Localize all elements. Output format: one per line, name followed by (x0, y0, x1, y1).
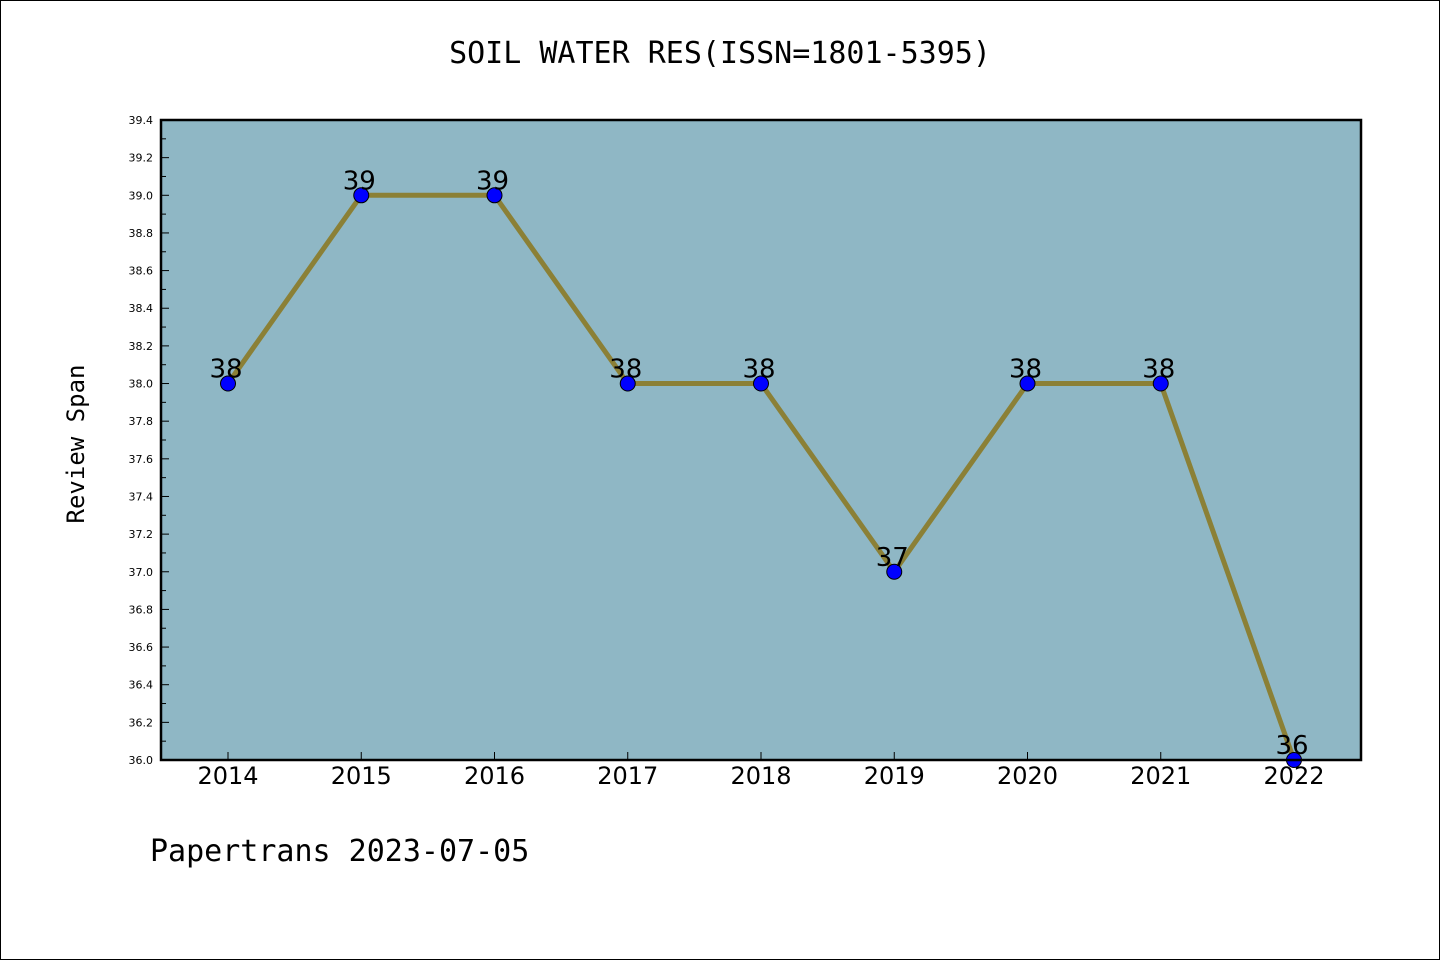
chart-title: SOIL WATER RES(ISSN=1801-5395) (449, 36, 991, 71)
footer-text: Papertrans 2023-07-05 (150, 834, 530, 869)
y-tick-label: 38.4 (129, 302, 154, 315)
data-label: 38 (209, 355, 242, 385)
x-tick-label: 2020 (997, 762, 1058, 790)
data-label: 37 (876, 543, 909, 573)
data-label: 39 (476, 166, 509, 196)
x-tick-label: 2015 (331, 762, 392, 790)
y-tick-label: 37.8 (129, 415, 154, 428)
x-tick-label: 2021 (1130, 762, 1191, 790)
y-tick-label: 37.2 (129, 528, 154, 541)
data-point (753, 375, 769, 392)
plot-border (159, 118, 1363, 762)
data-label: 38 (1142, 355, 1175, 385)
y-tick-label: 36.8 (129, 603, 154, 616)
y-tick-label: 36.2 (129, 716, 154, 729)
data-label: 38 (609, 355, 642, 385)
data-label: 38 (1009, 355, 1042, 385)
data-point (1019, 375, 1036, 392)
data-label: 39 (343, 166, 376, 196)
y-tick-label: 37.4 (129, 490, 154, 503)
data-point (486, 187, 503, 204)
y-tick-label: 38.2 (129, 340, 154, 353)
y-tick-label: 38.0 (129, 378, 154, 391)
data-point (220, 375, 236, 392)
data-label: 38 (742, 355, 775, 385)
y-tick-label: 38.8 (129, 227, 154, 240)
x-tick-label: 2016 (464, 762, 525, 790)
y-tick-label: 39.4 (129, 114, 154, 127)
y-tick-label: 39.0 (129, 189, 154, 202)
y-tick-label: 36.4 (129, 679, 154, 692)
data-label: 36 (1275, 731, 1308, 761)
y-tick-label: 38.6 (129, 265, 154, 278)
y-tick-label: 39.2 (129, 152, 154, 165)
y-tick-label: 37.6 (129, 453, 154, 466)
x-tick-label: 2018 (730, 762, 791, 790)
y-axis: 36.0 36.2 36.4 36.6 36.8 37.0 37.2 37.4 37.6 37.8… (129, 114, 169, 767)
data-point (1152, 375, 1169, 392)
plot-area (161, 120, 1361, 760)
y-tick-label: 36.0 (129, 754, 154, 767)
data-point (619, 375, 636, 392)
y-tick-label: 36.6 (129, 641, 154, 654)
x-tick-label: 2014 (197, 762, 258, 790)
x-tick-label: 2017 (597, 762, 658, 790)
data-point (886, 563, 903, 580)
y-tick-label: 37.0 (129, 566, 154, 579)
data-point (353, 187, 370, 204)
x-tick-label: 2019 (864, 762, 925, 790)
series-group: 38 39 39 38 38 37 38 38 36 (209, 166, 1309, 768)
